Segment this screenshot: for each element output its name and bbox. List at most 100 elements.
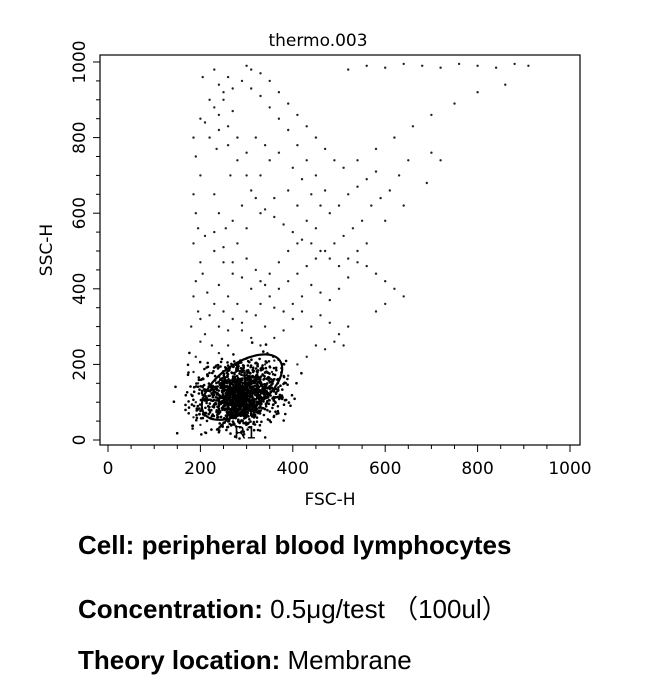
cluster-point xyxy=(229,410,233,414)
plot-frame xyxy=(99,54,581,446)
cluster-point xyxy=(229,413,232,417)
cluster-point xyxy=(191,394,194,398)
cluster-point xyxy=(201,385,204,389)
data-point xyxy=(296,204,299,207)
cluster-point xyxy=(225,428,228,432)
cluster-point xyxy=(206,361,209,365)
data-point xyxy=(494,66,498,69)
cluster-point xyxy=(214,396,218,399)
cluster-point xyxy=(261,390,265,394)
cluster-point xyxy=(234,390,237,394)
data-point xyxy=(192,193,195,196)
data-point xyxy=(277,117,281,120)
cluster-point xyxy=(242,414,245,418)
data-point xyxy=(206,291,209,294)
cluster-point xyxy=(238,372,241,375)
cluster-point xyxy=(263,377,266,381)
cluster-point xyxy=(284,398,288,402)
cluster-point xyxy=(276,388,280,392)
cluster-point xyxy=(185,391,189,394)
data-point xyxy=(268,272,271,275)
cluster-point xyxy=(214,385,218,389)
data-point xyxy=(296,144,299,147)
data-point xyxy=(356,159,359,162)
cluster-point xyxy=(234,370,238,373)
cluster-point xyxy=(208,371,211,375)
cluster-point xyxy=(256,375,260,379)
cluster-point xyxy=(207,398,211,402)
cluster-point xyxy=(256,377,259,381)
data-point xyxy=(323,189,327,192)
cluster-point xyxy=(290,393,294,397)
cluster-point xyxy=(217,430,221,434)
cluster-point xyxy=(259,395,262,398)
data-point xyxy=(217,283,221,287)
cluster-point xyxy=(269,378,273,381)
data-point xyxy=(310,242,313,245)
data-point xyxy=(310,325,313,328)
cluster-point xyxy=(258,381,262,385)
data-point xyxy=(333,159,336,162)
x-tick-label: 400 xyxy=(277,459,309,479)
cluster-point xyxy=(267,402,271,406)
cluster-point xyxy=(259,384,263,388)
cluster-point xyxy=(258,429,262,432)
cluster-point xyxy=(275,368,278,372)
cluster-point xyxy=(187,400,190,403)
data-point xyxy=(314,136,318,139)
cluster-point xyxy=(211,395,215,399)
data-point xyxy=(194,401,197,404)
cluster-point xyxy=(252,397,255,400)
data-point xyxy=(277,287,281,290)
cluster-point xyxy=(249,365,252,369)
cluster-point xyxy=(216,427,220,431)
cluster-point xyxy=(232,353,235,356)
cluster-point xyxy=(186,373,190,377)
data-point xyxy=(259,212,262,215)
data-point xyxy=(215,147,218,151)
cluster-point xyxy=(237,392,240,396)
data-point xyxy=(201,75,204,79)
data-point xyxy=(236,136,239,139)
cluster-point xyxy=(246,375,250,378)
cluster-point xyxy=(256,390,260,394)
cluster-point xyxy=(259,368,263,372)
cluster-point xyxy=(266,377,269,380)
cluster-point xyxy=(237,394,241,398)
cluster-point xyxy=(211,405,214,408)
cluster-point xyxy=(226,364,230,367)
cluster-point xyxy=(187,412,190,415)
cluster-point xyxy=(235,404,238,407)
cluster-point xyxy=(186,363,190,367)
data-point xyxy=(282,310,285,313)
cluster-point xyxy=(232,390,235,394)
cluster-point xyxy=(200,433,203,436)
cluster-point xyxy=(248,404,252,408)
data-point xyxy=(457,62,461,66)
data-point xyxy=(203,121,207,124)
cluster-point xyxy=(204,431,208,435)
cluster-point xyxy=(280,396,284,400)
data-point xyxy=(314,227,318,230)
data-point xyxy=(203,234,207,238)
data-point xyxy=(291,230,294,234)
data-point xyxy=(314,174,318,177)
cluster-point xyxy=(236,386,240,390)
cluster-point xyxy=(217,407,221,411)
cluster-point xyxy=(195,407,199,410)
data-point xyxy=(250,189,253,192)
cluster-point xyxy=(231,379,235,383)
data-point xyxy=(208,136,211,139)
data-point xyxy=(199,340,202,343)
cluster-point xyxy=(268,381,272,384)
data-point xyxy=(351,227,355,230)
data-point xyxy=(231,87,234,90)
data-point xyxy=(287,374,290,377)
cluster-point xyxy=(240,377,244,380)
data-point xyxy=(356,261,359,264)
data-point xyxy=(328,212,331,215)
cluster-point xyxy=(228,422,231,426)
data-point xyxy=(476,64,479,68)
cluster-point xyxy=(229,402,233,406)
data-point xyxy=(199,174,202,177)
